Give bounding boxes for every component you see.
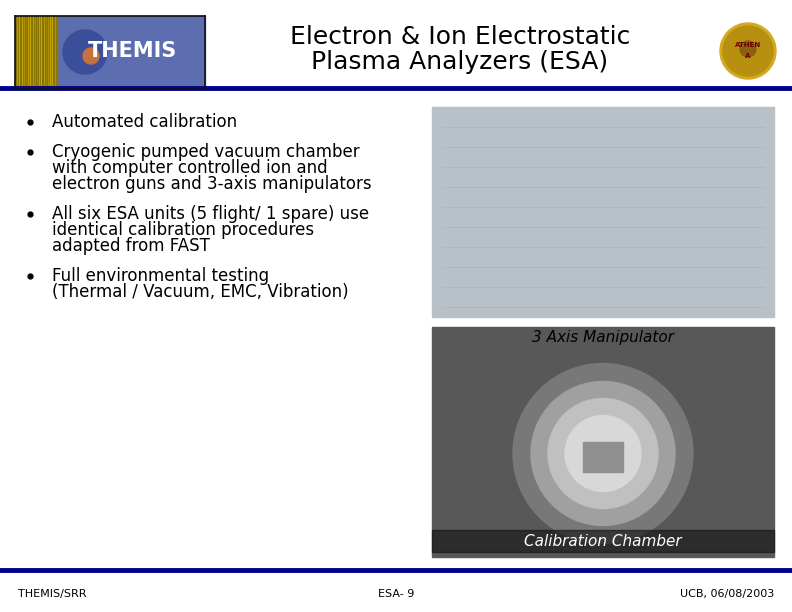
Text: Electron & Ion Electrostatic: Electron & Ion Electrostatic — [290, 25, 630, 49]
Text: ESA- 9: ESA- 9 — [378, 589, 414, 599]
Bar — [432, 107, 774, 317]
Circle shape — [740, 41, 756, 57]
Circle shape — [83, 48, 99, 64]
Bar — [15, 16, 205, 88]
Text: ATHEN: ATHEN — [735, 42, 761, 48]
Circle shape — [531, 381, 675, 526]
Text: (Thermal / Vacuum, EMC, Vibration): (Thermal / Vacuum, EMC, Vibration) — [52, 283, 348, 301]
Bar — [432, 327, 774, 557]
Bar — [583, 441, 623, 471]
Circle shape — [63, 30, 107, 74]
Bar — [0, 0, 792, 88]
Circle shape — [565, 416, 641, 491]
Bar — [432, 530, 774, 552]
Text: with computer controlled ion and: with computer controlled ion and — [52, 159, 328, 177]
Circle shape — [723, 26, 773, 76]
Text: Cryogenic pumped vacuum chamber: Cryogenic pumped vacuum chamber — [52, 143, 360, 161]
Text: Full environmental testing: Full environmental testing — [52, 267, 269, 285]
Text: UCB, 06/08/2003: UCB, 06/08/2003 — [680, 589, 774, 599]
Text: Calibration Chamber: Calibration Chamber — [524, 534, 682, 548]
Text: adapted from FAST: adapted from FAST — [52, 237, 210, 255]
Text: THEMIS/SRR: THEMIS/SRR — [18, 589, 86, 599]
Bar — [15, 16, 57, 88]
Circle shape — [720, 23, 776, 79]
Text: Plasma Analyzers (ESA): Plasma Analyzers (ESA) — [311, 50, 608, 74]
Text: 3 Axis Manipulator: 3 Axis Manipulator — [532, 330, 674, 345]
Text: All six ESA units (5 flight/ 1 spare) use: All six ESA units (5 flight/ 1 spare) us… — [52, 205, 369, 223]
Text: A: A — [745, 53, 751, 59]
Text: THEMIS: THEMIS — [87, 40, 177, 61]
Text: identical calibration procedures: identical calibration procedures — [52, 221, 314, 239]
Circle shape — [548, 398, 658, 509]
Circle shape — [513, 364, 693, 543]
Text: Automated calibration: Automated calibration — [52, 113, 237, 131]
Text: electron guns and 3-axis manipulators: electron guns and 3-axis manipulators — [52, 175, 371, 193]
